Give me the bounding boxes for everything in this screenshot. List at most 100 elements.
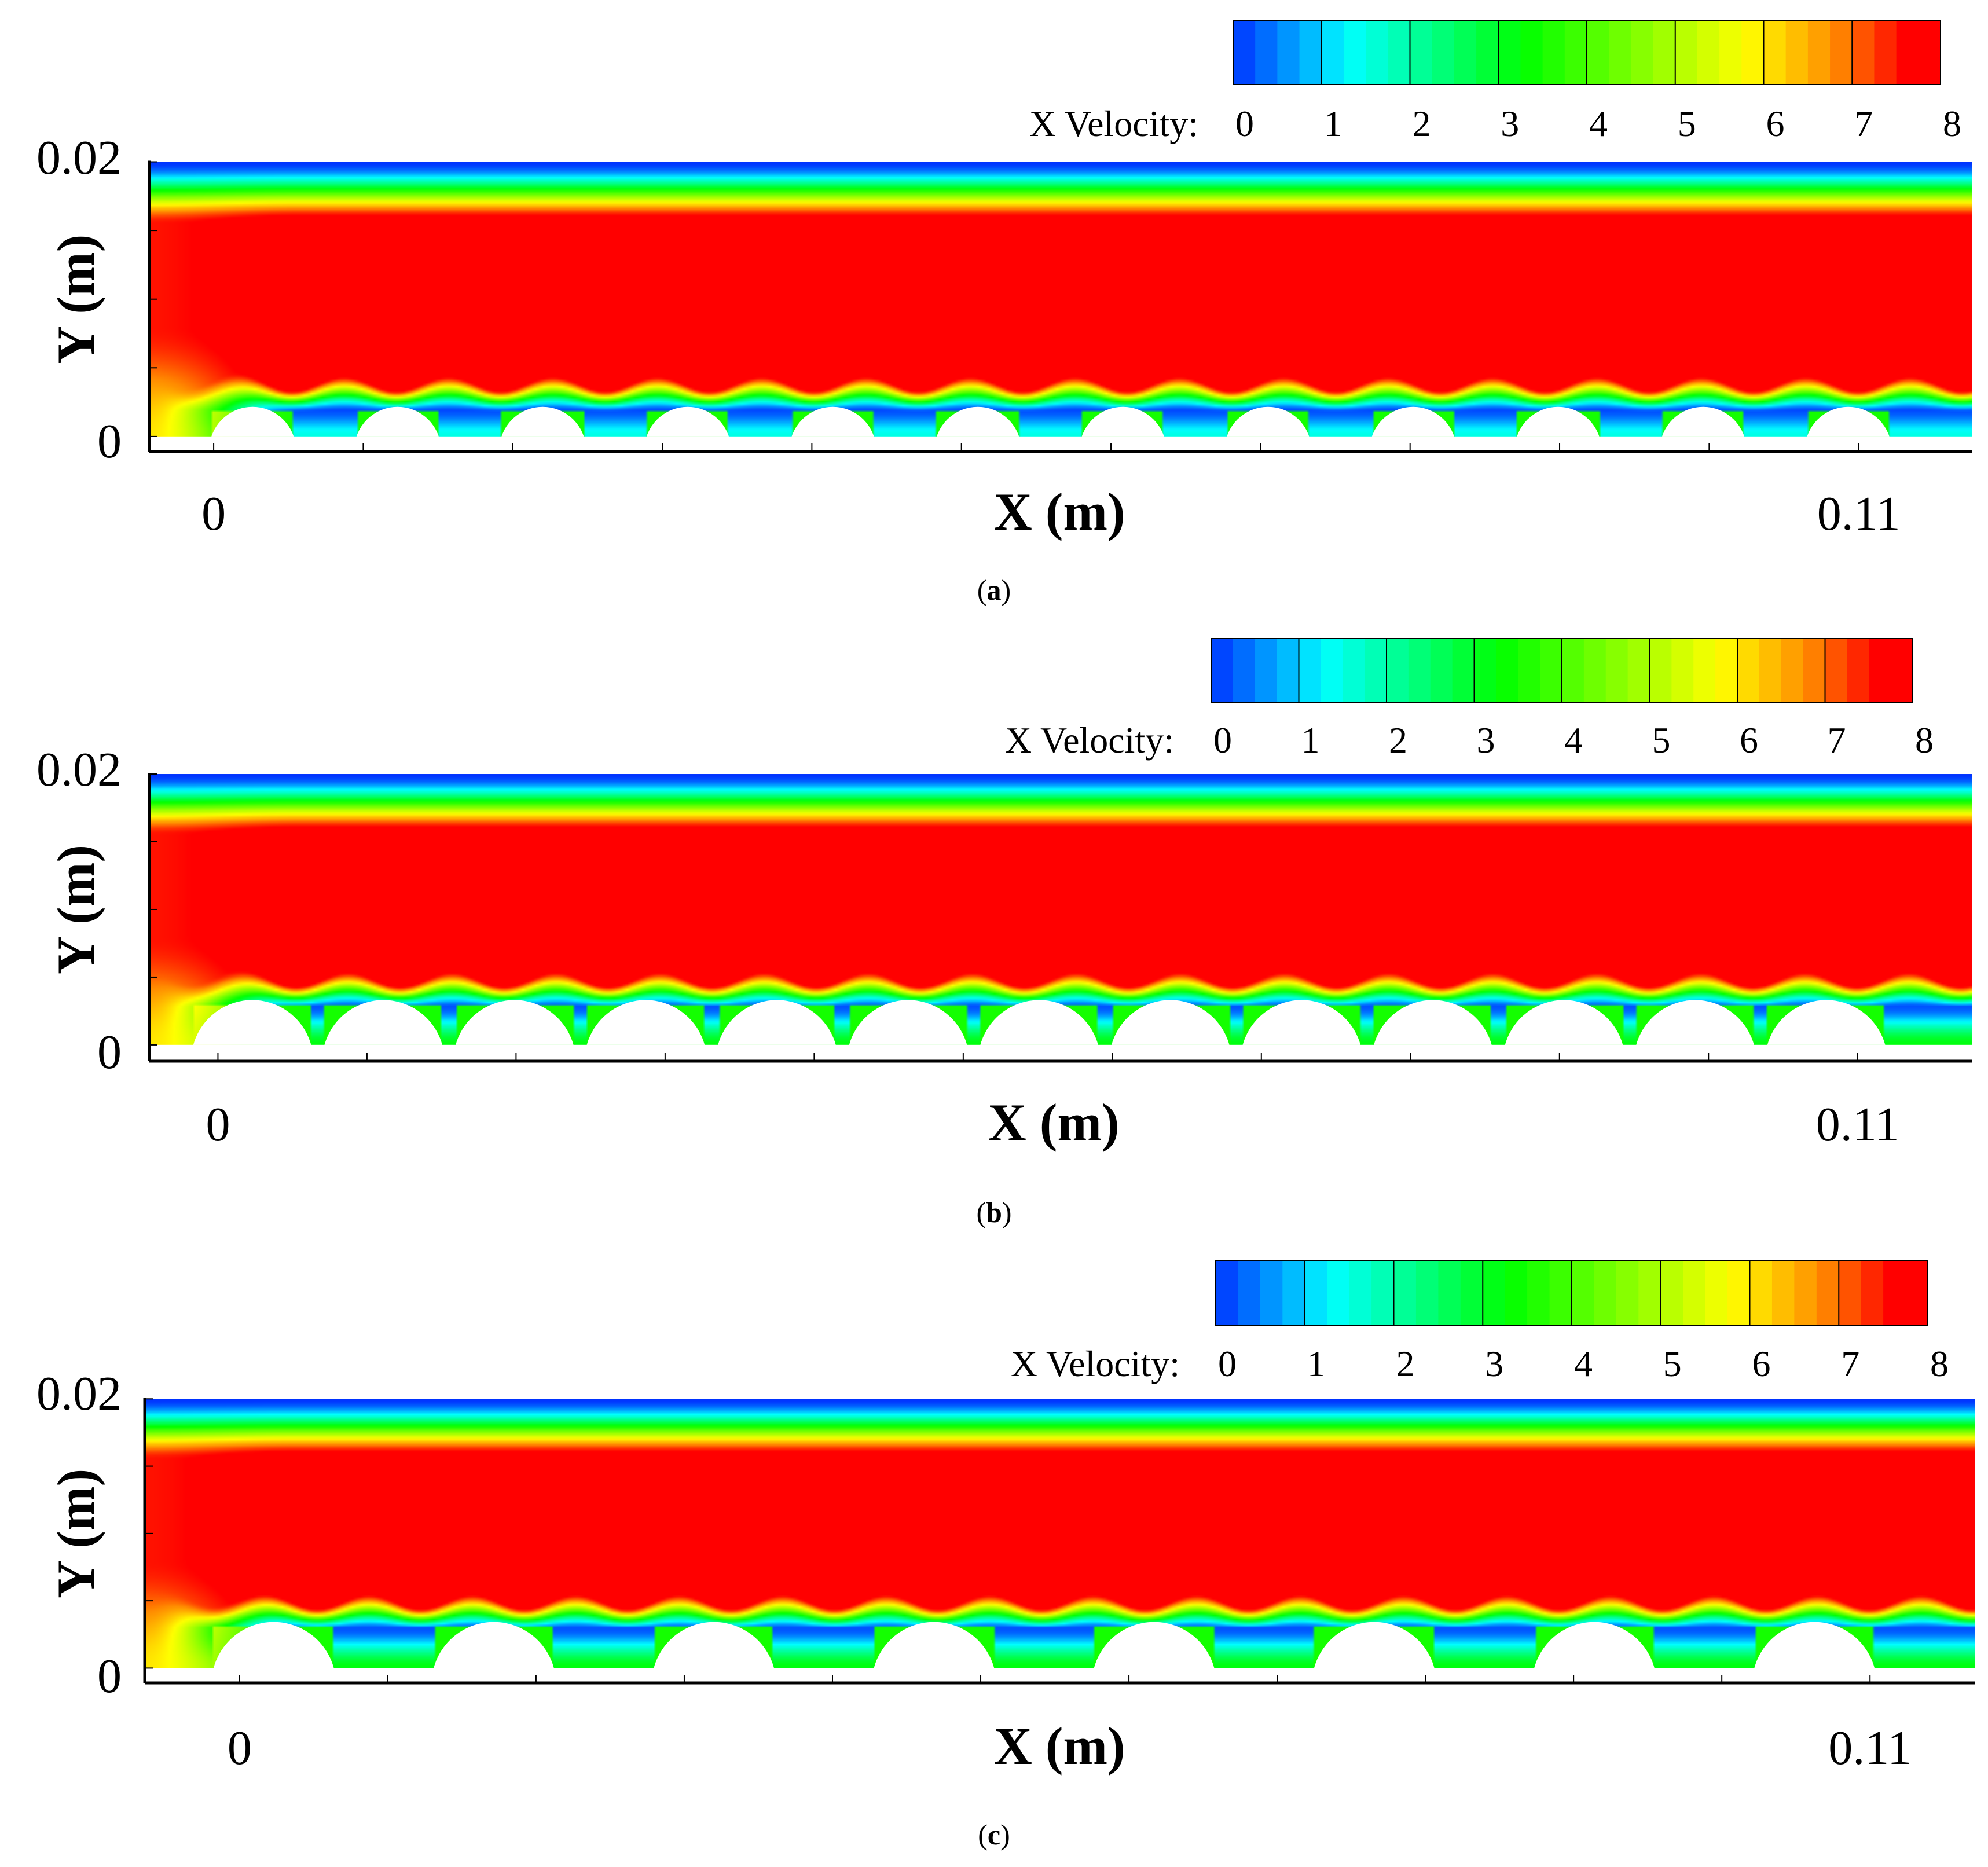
obstacle-8 (1754, 1622, 1875, 1668)
y-tick-label: 0 (97, 1025, 122, 1079)
colorbar-band (1299, 639, 1321, 702)
colorbar-band (1741, 21, 1765, 85)
colorbar-band (1715, 639, 1738, 702)
obstacle-8 (1227, 406, 1310, 437)
colorbar-band (1874, 21, 1897, 85)
colorbar-band (1616, 1261, 1639, 1326)
obstacle-4 (874, 1622, 995, 1668)
obstacle-1 (193, 1000, 311, 1045)
colorbar-label: X Velocity: (1029, 103, 1198, 144)
colorbar-band (1771, 1261, 1795, 1326)
colorbar-tick-label: 0 (1218, 1343, 1237, 1384)
colorbar-tick-label: 2 (1396, 1343, 1415, 1384)
colorbar-band (1825, 639, 1847, 702)
obstacle-11 (1661, 406, 1745, 437)
colorbar-band (1438, 1261, 1461, 1326)
colorbar-tick-label: 2 (1389, 720, 1407, 761)
colorbar-band (1852, 21, 1875, 85)
colorbar-band (1216, 1261, 1239, 1326)
colorbar-band (1410, 21, 1433, 85)
colorbar-tick-label: 2 (1413, 103, 1431, 144)
velocity-field (149, 162, 1972, 437)
obstacle-6 (1314, 1622, 1435, 1668)
obstacle-1 (211, 406, 294, 437)
colorbar-tick-label: 4 (1574, 1343, 1593, 1384)
colorbar-band (1255, 21, 1278, 85)
colorbar-band (1260, 1261, 1283, 1326)
colorbar-band (1371, 1261, 1395, 1326)
y-axis-label: Y (m) (46, 1469, 105, 1598)
y-axis-label: Y (m) (46, 845, 105, 974)
obstacle-10 (1517, 406, 1600, 437)
colorbar: 0 1 2 3 4 5 6 7 8 X Velocity: (1005, 638, 1934, 761)
obstacle-6 (849, 1000, 967, 1045)
colorbar-tick-label: 7 (1841, 1343, 1859, 1384)
colorbar-band (1697, 21, 1720, 85)
obstacle-1 (213, 1622, 334, 1668)
colorbar-label: X Velocity: (1011, 1343, 1180, 1384)
caption-a-label: a (986, 574, 1002, 606)
colorbar-band (1737, 639, 1760, 702)
colorbar-band (1781, 639, 1804, 702)
colorbar-band (1583, 639, 1606, 702)
colorbar-band (1277, 639, 1300, 702)
colorbar-band (1816, 1261, 1839, 1326)
colorbar-band (1649, 639, 1672, 702)
colorbar-tick-label: 6 (1740, 720, 1758, 761)
colorbar-band (1807, 21, 1831, 85)
obstacles (211, 406, 1890, 437)
colorbar-band (1474, 639, 1496, 702)
obstacles (213, 1622, 1875, 1668)
caption-c-label: c (987, 1818, 1001, 1851)
colorbar-band (1803, 639, 1826, 702)
colorbar-tick-label: 7 (1854, 103, 1873, 144)
colorbar-tick-label: 5 (1663, 1343, 1682, 1384)
colorbar-band (1869, 639, 1891, 702)
colorbar-frame (1233, 20, 1941, 85)
colorbar-band (1891, 639, 1913, 702)
colorbar-band (1605, 639, 1628, 702)
colorbar: 0 1 2 3 4 5 6 7 8 X Velocity: (1011, 1260, 1949, 1384)
colorbar-tick-label: 1 (1301, 720, 1320, 761)
y-tick-label: 0.02 (36, 743, 122, 797)
caption-a: (a) (977, 574, 1011, 606)
obstacle-4 (646, 406, 729, 437)
colorbar-band (1415, 1261, 1439, 1326)
x-axis-label: X (m) (993, 1716, 1125, 1776)
obstacle-5 (791, 406, 874, 437)
colorbar-band (1476, 21, 1499, 85)
colorbar-tick-label: 6 (1752, 1343, 1771, 1384)
obstacle-6 (937, 406, 1019, 437)
colorbar-band (1562, 639, 1584, 702)
x-axis-label: X (m) (988, 1093, 1119, 1152)
chart-panel-c: 0.02 0 0 0.11 X (m) Y (m) 0 1 2 3 4 5 6 7 8 X Velocity: (0, 1245, 1988, 1867)
colorbar-band (1393, 1261, 1417, 1326)
caption-b: (b) (976, 1196, 1012, 1228)
colorbar-band (1719, 21, 1742, 85)
colorbar-band (1594, 1261, 1617, 1326)
colorbar-band (1749, 1261, 1773, 1326)
colorbar-band (1794, 1261, 1817, 1326)
colorbar-tick-label: 0 (1213, 720, 1232, 761)
colorbar-band (1365, 639, 1387, 702)
obstacle-7 (1081, 406, 1164, 437)
contour-plot-b: 0.02 0 0 0.11 X (m) Y (m) 0 1 2 3 4 5 6 7 8 X Velocity: (36, 638, 1972, 1152)
colorbar-tick-label: 8 (1930, 1343, 1949, 1384)
colorbar-band (1233, 21, 1256, 85)
colorbar-band (1627, 639, 1650, 702)
obstacle-11 (1505, 1000, 1623, 1045)
colorbar-tick-label: 5 (1678, 103, 1696, 144)
colorbar-band (1321, 639, 1343, 702)
colorbar-tick-label: 5 (1652, 720, 1671, 761)
y-tick-label: 0 (97, 415, 122, 468)
colorbar-band (1452, 639, 1475, 702)
obstacles (193, 1000, 1886, 1045)
colorbar-band (1518, 639, 1540, 702)
colorbar-band (1304, 1261, 1327, 1326)
obstacle-12 (1807, 406, 1890, 437)
colorbar-band (1693, 639, 1716, 702)
colorbar-band (1830, 21, 1853, 85)
colorbar-tick-label: 1 (1324, 103, 1343, 144)
colorbar-tick-label: 0 (1235, 103, 1254, 144)
colorbar-band (1660, 1261, 1683, 1326)
